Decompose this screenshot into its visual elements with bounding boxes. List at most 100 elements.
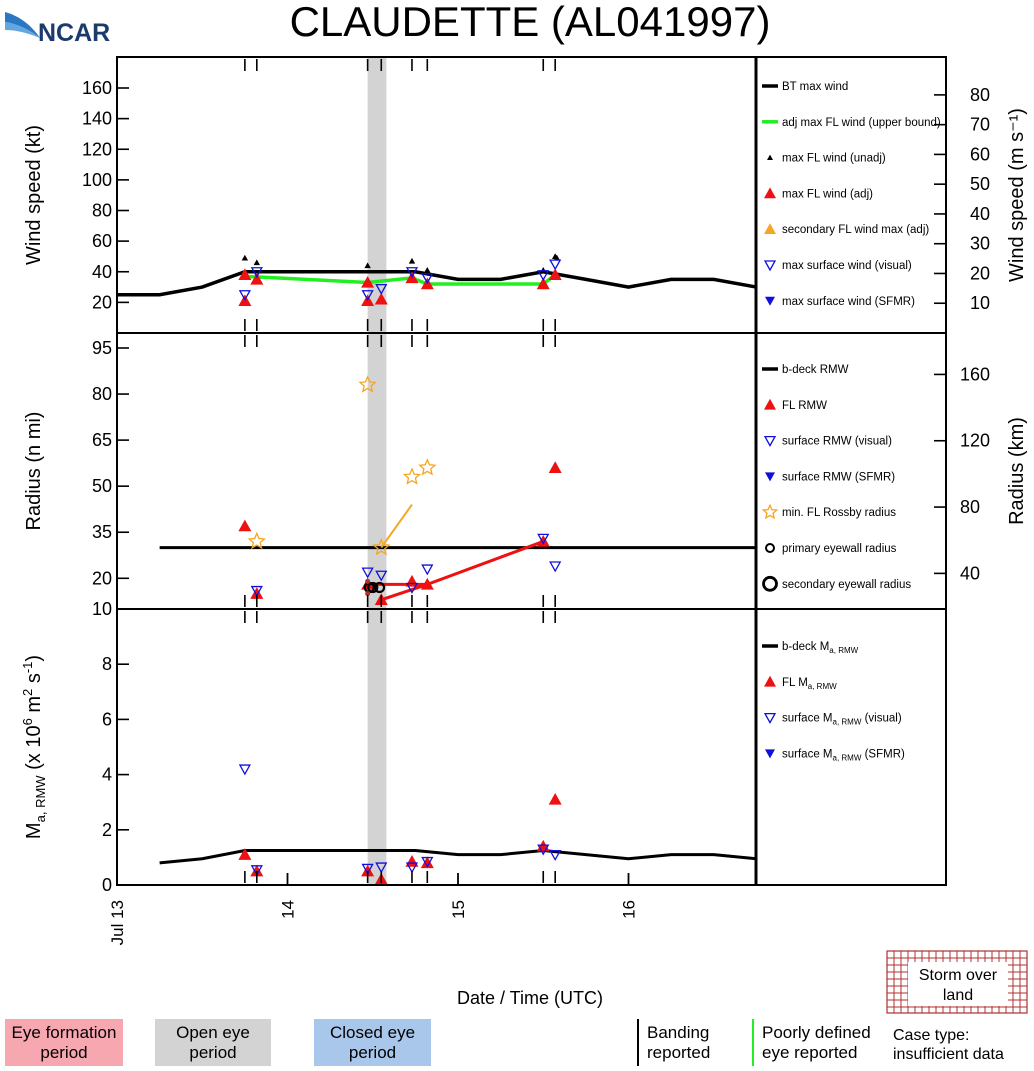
fl-ma-point	[548, 792, 562, 805]
max-surface-wind-visual-point	[250, 267, 263, 279]
banding-legend: Banding reported	[637, 1019, 752, 1066]
legend-label: adj max FL wind (upper bound)	[782, 117, 941, 129]
rossby-radius-point	[402, 467, 422, 485]
fl-ma-point	[405, 855, 419, 867]
open-eye-band	[367, 57, 387, 885]
fl-ma-point	[420, 856, 434, 869]
fl-ma-point	[238, 848, 252, 860]
eye-formation-legend: Eye formation period	[5, 1019, 123, 1066]
max-fl-wind-unadj-point	[253, 259, 261, 266]
y-tick-label: 4	[102, 765, 112, 785]
surface-rmw-visual-point	[537, 533, 550, 545]
x-axis-title: Date / Time (UTC)	[457, 988, 603, 1008]
poorly-defined-eye-legend: Poorly defined eye reported	[752, 1019, 892, 1066]
legend-label: surface Ma, RMW (visual)	[782, 713, 902, 727]
fl-rmw-line-segment	[380, 583, 428, 602]
legend-marker	[764, 675, 776, 687]
max-fl-wind-unadj-point	[241, 254, 249, 261]
radius-y-right-axis-title: Radius (km)	[1006, 417, 1028, 525]
max-fl-wind-unadj-point	[364, 262, 371, 269]
y-tick-label: 160	[82, 78, 112, 98]
wind-y-right-axis-title: Wind speed (m s⁻¹)	[1006, 108, 1028, 282]
legend-marker	[763, 435, 777, 447]
case-type-label: Case type: insufficient data	[893, 1027, 1004, 1063]
legend-marker	[761, 503, 779, 520]
surface-ma-visual-point	[375, 862, 388, 874]
legend-label: max surface wind (visual)	[782, 260, 912, 272]
y-tick-label: 80	[92, 201, 112, 221]
max-fl-wind-adj-point	[536, 277, 550, 290]
fl-rmw-point	[420, 577, 434, 590]
legend-marker	[765, 296, 775, 306]
y-tick-label: 6	[102, 709, 112, 729]
closed-eye-legend: Closed eye period	[314, 1019, 431, 1066]
max-fl-wind-unadj-point	[408, 257, 416, 264]
y-tick-label: 80	[92, 384, 112, 404]
legend-label: FL Ma, RMW	[782, 677, 837, 691]
y-right-tick-label: 80	[960, 497, 980, 517]
legend-marker	[763, 260, 777, 272]
surface-rmw-visual-point	[421, 564, 434, 576]
legend-marker	[763, 712, 777, 724]
y-tick-label: 95	[92, 338, 112, 358]
max-fl-wind-adj-point	[250, 272, 264, 285]
ncar-logo: NCAR	[5, 12, 110, 47]
y-tick-label: 2	[102, 820, 112, 840]
surface-rmw-visual-point	[405, 582, 419, 594]
y-tick-label: 50	[92, 476, 112, 496]
y-tick-label: 20	[92, 568, 112, 588]
y-tick-label: 0	[102, 875, 112, 895]
max-fl-wind-unadj-point	[424, 267, 431, 273]
x-tick-label: 14	[279, 900, 298, 919]
legend-label: surface RMW (visual)	[782, 436, 892, 448]
legend-label: max FL wind (unadj)	[782, 153, 886, 165]
surface-ma-visual-point	[421, 856, 434, 868]
y-right-tick-label: 10	[970, 293, 990, 313]
max-surface-wind-visual-point	[375, 283, 388, 295]
wind-y-axis-title: Wind speed (kt)	[23, 125, 45, 265]
land-label-bg	[908, 962, 1008, 1006]
legend-label: b-deck RMW	[782, 364, 849, 376]
rossby-radius-point	[372, 537, 391, 556]
fl-ma-point	[361, 864, 375, 877]
x-tick-label: 15	[449, 900, 468, 919]
radius-y-axis-title: Radius (n mi)	[23, 412, 45, 531]
surface-rmw-visual-point	[361, 567, 374, 579]
open-eye-legend: Open eye period	[155, 1019, 271, 1066]
y-tick-label: 40	[92, 262, 112, 282]
legend-marker	[764, 398, 776, 410]
y-right-tick-label: 30	[970, 234, 990, 254]
legend-label: max surface wind (SFMR)	[782, 296, 915, 308]
surface-ma-visual-point	[405, 862, 419, 874]
legend-label: b-deck Ma, RMW	[782, 641, 859, 655]
legend-marker	[765, 472, 775, 482]
y-tick-label: 120	[82, 139, 112, 159]
y-tick-label: 100	[82, 170, 112, 190]
legend-marker	[765, 749, 775, 759]
plot-frame	[116, 56, 947, 886]
surface-ma-visual-point	[238, 764, 251, 776]
fl-rmw-point	[536, 534, 550, 547]
surface-rmw-visual-point	[549, 561, 562, 573]
fl-rmw-line	[367, 540, 544, 586]
legend-label: surface Ma, RMW (SFMR)	[782, 748, 905, 762]
ncar-logo-text: NCAR	[38, 19, 110, 47]
legend-label: surface RMW (SFMR)	[782, 471, 895, 483]
max-fl-wind-adj-point	[238, 268, 252, 281]
primary-eyewall-point	[373, 581, 386, 594]
dot-marker	[365, 591, 371, 597]
y-right-tick-label: 160	[960, 364, 990, 384]
max-surface-wind-visual-point	[238, 290, 251, 302]
ma-y-axis-title: Ma, RMW (x 106 m2 s-1)	[20, 655, 48, 839]
fl-rmw-point	[548, 461, 562, 473]
surface-rmw-visual-point	[250, 585, 263, 597]
surface-ma-visual-point	[537, 844, 550, 856]
surface-ma-visual-point	[250, 865, 263, 877]
legend-marker	[762, 575, 778, 592]
y-tick-label: 8	[102, 654, 112, 674]
x-tick-label: 16	[620, 900, 639, 919]
chart-title: CLAUDETTE (AL041997)	[290, 0, 771, 45]
legend-marker	[764, 187, 776, 199]
rossby-radius-point	[418, 458, 437, 476]
